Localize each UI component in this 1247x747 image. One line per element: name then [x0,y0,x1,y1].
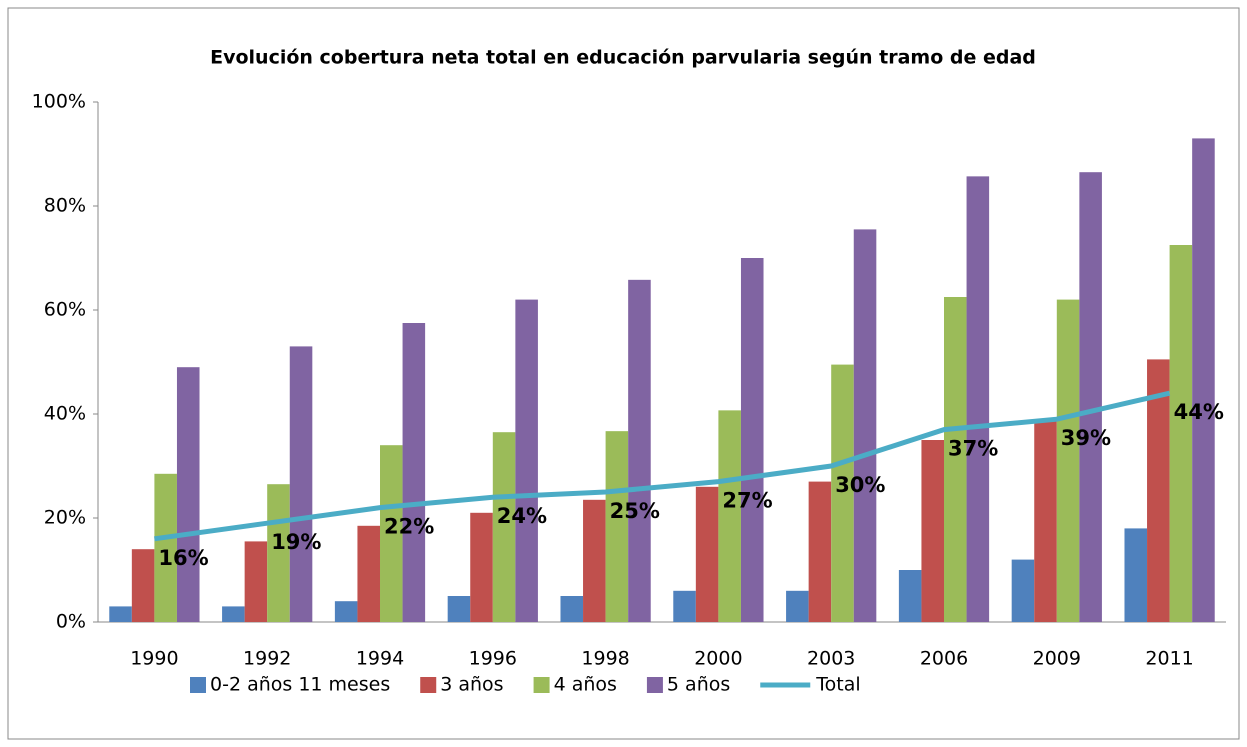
bar [334,601,358,622]
bar [1147,359,1170,622]
data-label: 24% [497,504,547,528]
bar [1011,559,1035,622]
legend-label: 3 años [440,674,503,696]
y-tick-label: 100% [32,91,86,113]
data-label: 30% [835,473,885,497]
legend-swatch [420,677,437,693]
data-label: 44% [1174,400,1224,424]
data-label: 19% [271,530,321,554]
line [154,390,1171,542]
bar [222,606,245,622]
bar [628,279,651,622]
y-tick-label: 60% [44,299,86,321]
bar [176,367,200,622]
data-label: 22% [384,515,434,539]
bar [380,445,403,622]
bar [357,525,380,622]
legend-label: 5 años [667,674,730,696]
data-label: 16% [158,546,208,570]
bar [154,473,177,622]
y-tick-label: 80% [44,195,86,217]
data-label: 37% [948,437,998,461]
chart-title: Evolución cobertura neta total en educac… [210,47,1036,69]
bar [244,541,268,622]
bar [944,297,967,622]
bar [583,499,606,622]
bar [515,299,538,622]
y-tick-label: 40% [44,403,86,425]
y-tick-label: 0% [56,611,86,633]
bar [740,258,764,622]
y-tick-label: 20% [44,507,86,529]
bar [921,440,944,622]
x-tick-label: 2003 [807,648,855,670]
bar [786,590,809,622]
data-label: 39% [1061,426,1111,450]
x-tick-label: 1994 [356,648,404,670]
legend-label: Total [815,674,860,696]
bar [831,364,854,622]
bar [1169,245,1193,622]
bar [718,410,741,622]
legend-swatch [190,677,206,693]
bar [1192,138,1215,622]
x-tick-label: 1998 [581,648,629,670]
bar [898,570,922,622]
bar [447,596,471,622]
bar [402,323,426,622]
bar [1034,419,1057,622]
x-tick-label: 2011 [1145,648,1193,670]
bar [853,229,877,622]
bar [1124,528,1148,622]
legend-swatch [646,677,663,693]
bar [695,486,719,622]
bar [109,606,132,622]
bar [560,596,584,622]
legend-label: 4 años [554,674,617,696]
bar [492,432,516,622]
bar [808,481,832,622]
bar [1056,299,1080,622]
x-tick-label: 2000 [694,648,742,670]
legend-swatch [533,677,550,693]
data-label: 27% [722,489,772,513]
bar [289,346,313,622]
bar [966,176,990,623]
x-tick-label: 1996 [469,648,517,670]
x-tick-label: 2009 [1033,648,1081,670]
bar [1079,172,1102,622]
legend-label: 0-2 años 11 meses [210,674,390,696]
bar [673,590,696,622]
x-tick-label: 1992 [243,648,291,670]
bar [605,431,629,622]
bar [131,549,155,622]
x-tick-label: 2006 [920,648,968,670]
bar [470,512,493,622]
x-tick-label: 1990 [130,648,178,670]
data-label: 25% [610,499,660,523]
